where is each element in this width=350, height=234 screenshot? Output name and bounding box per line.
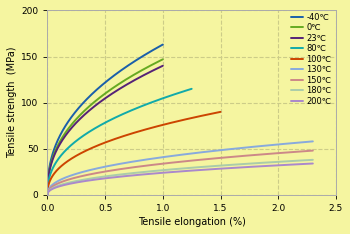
150℃ [238, 155, 243, 157]
80℃ [150, 101, 154, 103]
80℃ [190, 88, 194, 90]
150℃ [132, 166, 136, 169]
80℃ [63, 150, 67, 153]
200℃ [132, 174, 136, 177]
0℃ [59, 138, 63, 141]
180℃ [132, 172, 136, 174]
130℃ [238, 147, 243, 150]
23℃ [59, 140, 63, 143]
150℃ [237, 155, 241, 158]
200℃ [212, 168, 217, 170]
150℃ [150, 164, 155, 166]
23℃ [45, 194, 49, 196]
-40℃ [59, 132, 63, 135]
80℃ [45, 194, 49, 196]
23℃ [91, 106, 95, 109]
0℃ [161, 58, 165, 61]
Line: 130℃: 130℃ [47, 141, 313, 195]
200℃ [45, 194, 49, 196]
-40℃ [45, 194, 49, 196]
80℃ [103, 122, 107, 124]
200℃ [150, 172, 155, 175]
0℃ [91, 102, 95, 104]
23℃ [118, 87, 122, 90]
0℃ [45, 194, 49, 196]
-40℃ [118, 70, 122, 73]
130℃ [212, 150, 217, 152]
0℃ [129, 75, 133, 78]
100℃ [45, 194, 49, 196]
Line: 180℃: 180℃ [47, 160, 313, 195]
200℃ [237, 166, 241, 169]
100℃ [102, 142, 106, 144]
100℃ [171, 121, 175, 124]
Line: 23℃: 23℃ [47, 66, 163, 195]
150℃ [212, 157, 217, 160]
100℃ [170, 121, 174, 124]
Line: 0℃: 0℃ [47, 59, 163, 195]
100℃ [218, 110, 223, 113]
130℃ [237, 147, 241, 150]
23℃ [161, 64, 165, 67]
Line: -40℃: -40℃ [47, 44, 163, 195]
130℃ [132, 160, 136, 163]
180℃ [77, 179, 82, 182]
130℃ [311, 140, 315, 143]
150℃ [311, 149, 315, 152]
180℃ [311, 158, 315, 161]
-40℃ [83, 100, 87, 102]
-40℃ [129, 62, 133, 65]
130℃ [45, 194, 49, 196]
X-axis label: Tensile elongation (%): Tensile elongation (%) [138, 217, 246, 227]
130℃ [77, 172, 82, 174]
150℃ [77, 175, 82, 178]
Line: 200℃: 200℃ [47, 164, 313, 195]
-40℃ [91, 91, 95, 94]
-40℃ [161, 43, 165, 46]
80℃ [92, 127, 97, 130]
Line: 80℃: 80℃ [47, 89, 192, 195]
100℃ [66, 159, 70, 162]
180℃ [212, 165, 217, 167]
Line: 100℃: 100℃ [47, 112, 220, 195]
Line: 150℃: 150℃ [47, 151, 313, 195]
180℃ [45, 194, 49, 196]
180℃ [237, 163, 241, 166]
23℃ [129, 80, 133, 83]
23℃ [128, 81, 133, 84]
0℃ [118, 82, 122, 85]
0℃ [83, 109, 87, 112]
130℃ [150, 157, 155, 160]
200℃ [311, 162, 315, 165]
Y-axis label: Tensile strength  (MPa): Tensile strength (MPa) [7, 47, 17, 158]
100℃ [114, 137, 118, 140]
200℃ [77, 181, 82, 183]
200℃ [238, 166, 243, 169]
0℃ [128, 75, 133, 78]
-40℃ [128, 62, 133, 65]
80℃ [149, 101, 154, 104]
180℃ [150, 170, 155, 172]
Legend: -40℃, 0℃, 23℃, 80℃, 100℃, 130℃, 150℃, 180℃, 200℃: -40℃, 0℃, 23℃, 80℃, 100℃, 130℃, 150℃, 18… [291, 13, 332, 106]
150℃ [45, 194, 49, 196]
23℃ [83, 113, 87, 116]
180℃ [238, 163, 243, 166]
80℃ [136, 106, 140, 109]
100℃ [154, 125, 159, 128]
